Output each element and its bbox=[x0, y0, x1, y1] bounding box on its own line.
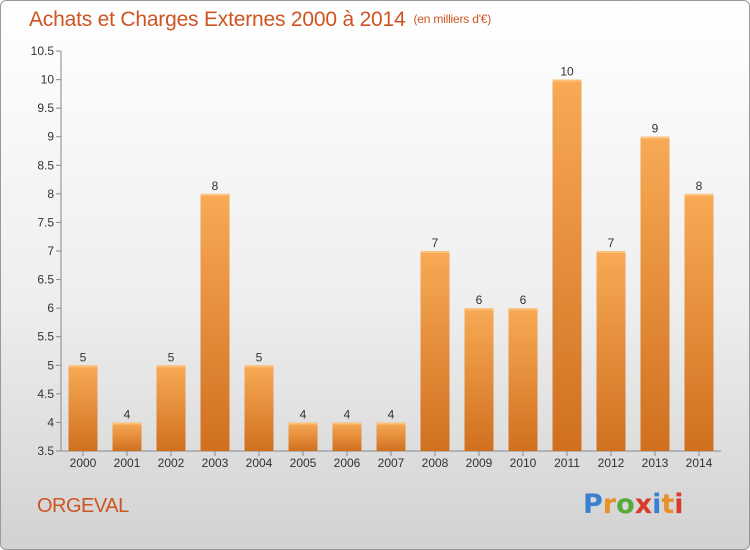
bar-highlight bbox=[288, 422, 318, 425]
logo-letter: x bbox=[634, 489, 653, 520]
y-tick-label: 8 bbox=[47, 187, 54, 201]
bar-highlight bbox=[684, 193, 714, 196]
bar-value-label: 8 bbox=[696, 179, 703, 193]
bar bbox=[376, 422, 406, 451]
logo-letter: t bbox=[661, 489, 675, 520]
bar bbox=[420, 251, 450, 451]
bar-value-label: 8 bbox=[212, 179, 219, 193]
x-tick-label: 2014 bbox=[686, 456, 713, 470]
y-tick-label: 9.5 bbox=[37, 101, 54, 115]
logo-letter: i bbox=[652, 489, 662, 520]
bar-highlight bbox=[332, 422, 362, 425]
logo-letter: i bbox=[674, 489, 684, 520]
y-tick-label: 6 bbox=[47, 301, 54, 315]
y-tick-label: 10 bbox=[41, 73, 55, 87]
bar-value-label: 5 bbox=[256, 350, 263, 364]
bar-highlight bbox=[376, 422, 406, 425]
bar bbox=[244, 365, 274, 451]
bar bbox=[640, 136, 670, 451]
bar-value-label: 9 bbox=[652, 122, 659, 136]
logo-letter: o bbox=[616, 489, 635, 520]
chart-labels: 5 4 5 8 5 4 4 4 7 6 6 10 7 9 8 bbox=[80, 65, 703, 422]
bar-highlight bbox=[596, 251, 626, 253]
logo-letter: P bbox=[583, 489, 603, 520]
y-tick-label: 5 bbox=[47, 358, 54, 372]
proxiti-logo[interactable]: Proxiti bbox=[583, 489, 684, 520]
bar-value-label: 5 bbox=[80, 350, 87, 364]
y-tick-label: 9 bbox=[47, 130, 54, 144]
x-tick-label: 2001 bbox=[114, 456, 141, 470]
bar bbox=[200, 193, 230, 451]
bar-highlight bbox=[420, 251, 450, 253]
bar bbox=[288, 422, 318, 451]
bar-value-label: 4 bbox=[300, 407, 307, 421]
x-tick-label: 2012 bbox=[598, 456, 625, 470]
y-tick-label: 4 bbox=[47, 415, 54, 429]
x-tick-label: 2013 bbox=[642, 456, 669, 470]
x-tick-label: 2009 bbox=[466, 456, 493, 470]
commune-name: ORGEVAL bbox=[37, 495, 129, 517]
bar bbox=[596, 251, 626, 451]
bar-value-label: 6 bbox=[476, 293, 483, 307]
x-tick-label: 2011 bbox=[554, 456, 580, 470]
bar-value-label: 10 bbox=[560, 65, 574, 79]
y-tick-label: 7 bbox=[47, 244, 54, 258]
x-tick-label: 2004 bbox=[246, 456, 273, 470]
bar-value-label: 7 bbox=[608, 236, 615, 250]
bar-highlight bbox=[508, 308, 538, 311]
bar-highlight bbox=[640, 136, 670, 139]
x-tick-label: 2000 bbox=[70, 456, 97, 470]
y-tick-label: 6.5 bbox=[37, 273, 54, 287]
bar-value-label: 6 bbox=[520, 293, 527, 307]
y-tick-label: 3.5 bbox=[37, 444, 54, 458]
bar-value-label: 7 bbox=[432, 236, 439, 250]
bar-value-label: 4 bbox=[344, 407, 351, 421]
x-tick-label: 2008 bbox=[422, 456, 449, 470]
chart-bars bbox=[68, 79, 714, 452]
logo-letter: r bbox=[602, 489, 617, 520]
x-tick-label: 2010 bbox=[510, 456, 537, 470]
x-tick-label: 2007 bbox=[378, 456, 405, 470]
y-tick-label: 8.5 bbox=[37, 158, 54, 172]
bar-value-label: 4 bbox=[388, 407, 395, 421]
bar-highlight bbox=[464, 308, 494, 311]
bar-highlight bbox=[552, 79, 582, 82]
bar-highlight bbox=[112, 422, 142, 425]
x-tick-label: 2006 bbox=[334, 456, 361, 470]
bar bbox=[332, 422, 362, 451]
x-tick-label: 2002 bbox=[158, 456, 185, 470]
chart-title: Achats et Charges Externes 2000 à 2014 (e… bbox=[29, 8, 491, 32]
bar bbox=[68, 365, 98, 451]
y-tick-label: 4.5 bbox=[37, 387, 54, 401]
bar bbox=[464, 308, 494, 451]
bar-value-label: 5 bbox=[168, 350, 175, 364]
bar-highlight bbox=[200, 193, 230, 196]
bar-value-label: 4 bbox=[124, 407, 131, 421]
y-tick-label: 5.5 bbox=[37, 330, 54, 344]
bar bbox=[508, 308, 538, 451]
bar bbox=[552, 79, 582, 452]
bar-highlight bbox=[244, 365, 274, 368]
title-text: Achats et Charges Externes 2000 à 2014 bbox=[29, 8, 406, 31]
title-unit: (en milliers d'€) bbox=[413, 12, 492, 26]
bar bbox=[112, 422, 142, 451]
bar-highlight bbox=[156, 365, 186, 368]
bar bbox=[156, 365, 186, 451]
y-tick-label: 7.5 bbox=[37, 215, 54, 229]
y-tick-label: 10.5 bbox=[31, 44, 55, 58]
x-tick-label: 2005 bbox=[290, 456, 317, 470]
bar bbox=[684, 193, 714, 451]
bar-highlight bbox=[68, 365, 98, 368]
x-tick-label: 2003 bbox=[202, 456, 229, 470]
